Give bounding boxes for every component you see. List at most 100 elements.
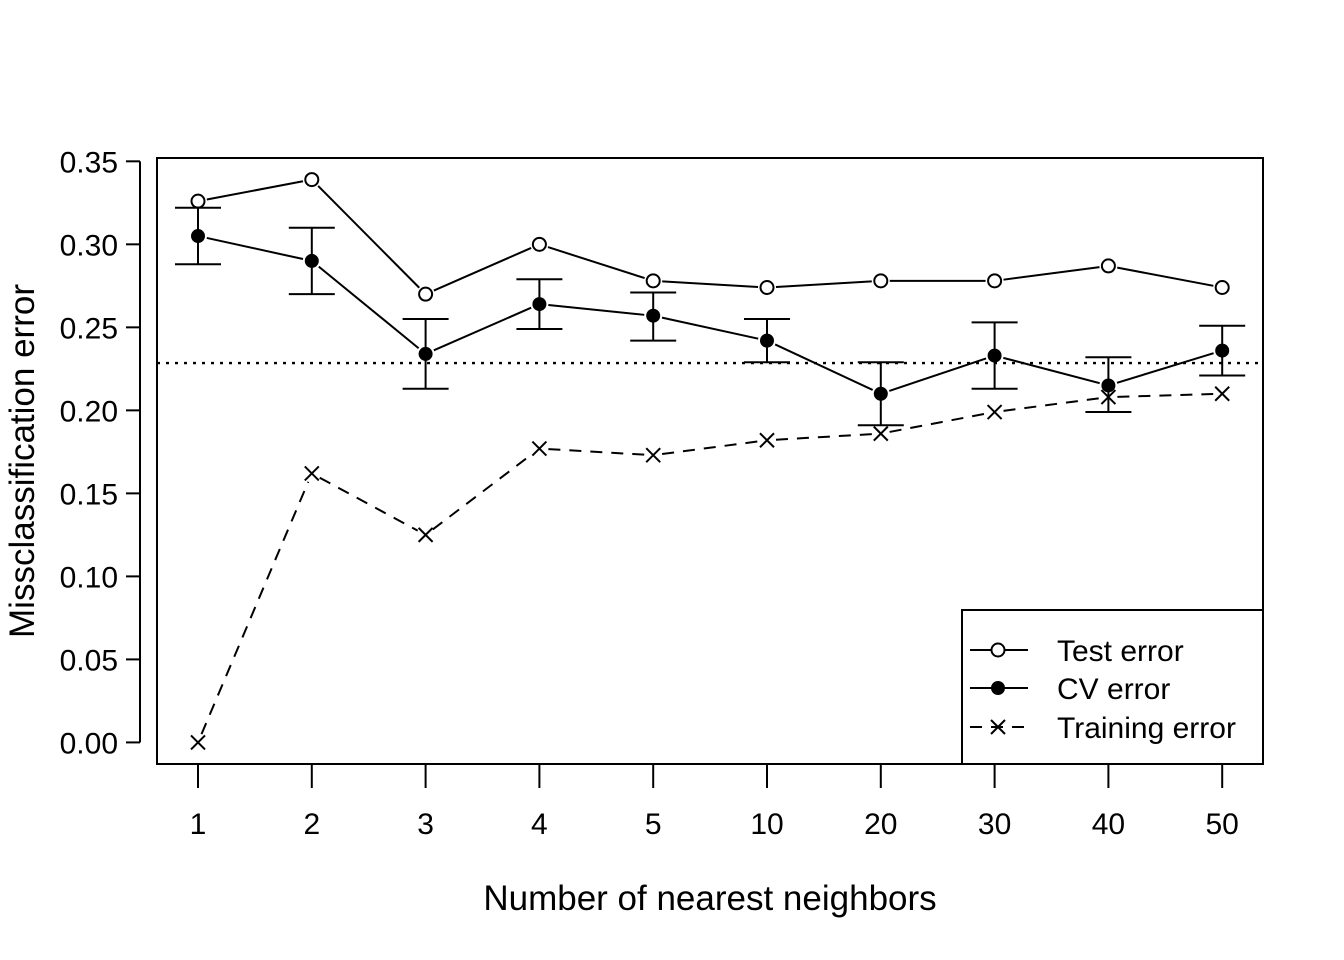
data-point: [1214, 280, 1230, 296]
cross-stroke: [990, 719, 1006, 735]
data-point: [645, 273, 661, 289]
data-point: [191, 229, 205, 244]
x-tick-label: 2: [303, 808, 320, 841]
series-line-segment: [662, 280, 759, 288]
x-tick-label: 20: [864, 808, 897, 841]
series-line-segment: [661, 316, 759, 340]
legend-label: Test error: [1057, 635, 1184, 668]
cross-stroke: [759, 432, 775, 448]
data-point: [304, 253, 319, 268]
series-line-segment: [1116, 352, 1214, 384]
legend-marker: [990, 719, 1006, 735]
y-tick-label: 0.25: [60, 312, 118, 345]
x-axis-label: Number of nearest neighbors: [483, 879, 936, 918]
x-tick-label: 50: [1206, 808, 1239, 841]
data-point: [418, 346, 433, 361]
series-line-segment: [889, 412, 986, 433]
series-line-segment: [775, 280, 872, 288]
x-axis: 1 2 3 4 5 10 20 30 40 50: [190, 763, 1239, 841]
cross-stroke: [190, 734, 206, 751]
x-tick-label: 40: [1092, 808, 1125, 841]
legend-item: Training error: [970, 712, 1236, 745]
data-point: [873, 386, 888, 401]
legend-marker: [990, 642, 1006, 658]
data-point: [987, 273, 1003, 289]
series-training-error: [190, 386, 1230, 751]
data-point: [987, 348, 1002, 363]
x-tick-label: 3: [417, 808, 434, 841]
data-point: [1215, 343, 1230, 358]
y-tick-label: 0.30: [60, 229, 118, 262]
cross-stroke: [1100, 389, 1117, 405]
series-line-segment: [206, 180, 304, 201]
data-point: [417, 527, 434, 543]
series-line-segment: [1003, 266, 1100, 281]
series-test-error: [190, 172, 1230, 302]
data-point: [531, 236, 547, 252]
cross-stroke: [1214, 386, 1230, 402]
data-point: [1100, 389, 1117, 405]
x-tick-label: 4: [531, 808, 548, 841]
series-line-segment: [317, 185, 420, 289]
series-line-segment: [318, 265, 420, 349]
cross-stroke: [417, 527, 434, 543]
series-line-segment: [1117, 393, 1214, 398]
series-line-segment: [775, 433, 872, 441]
data-point: [986, 404, 1003, 420]
series-layer: [175, 172, 1246, 751]
series-cv-error: [175, 206, 1246, 427]
cross-stroke: [531, 440, 548, 457]
data-point: [760, 333, 774, 348]
data-point: [645, 447, 661, 463]
data-point: [646, 308, 661, 323]
y-axis-label: Missclassification error: [3, 284, 42, 638]
series-line-segment: [548, 304, 645, 316]
series-line-segment: [432, 453, 533, 531]
data-point: [531, 440, 548, 457]
data-point: [873, 273, 889, 289]
x-tick-label: 10: [750, 808, 783, 841]
series-line-segment: [206, 236, 304, 260]
y-tick-label: 0.20: [60, 395, 118, 428]
x-tick-label: 1: [190, 808, 207, 841]
y-tick-label: 0.05: [60, 644, 118, 677]
data-point: [190, 193, 206, 209]
data-point: [1214, 386, 1230, 402]
data-point: [759, 432, 775, 448]
legend-item: Test error: [970, 635, 1184, 668]
y-tick-label: 0.15: [60, 478, 118, 511]
x-tick-label: 30: [978, 808, 1011, 841]
data-point: [190, 734, 206, 751]
data-point: [873, 425, 889, 442]
series-line-segment: [319, 476, 419, 532]
legend-item: CV error: [970, 673, 1170, 706]
y-axis: 0.00 0.05 0.10 0.15 0.20 0.25 0.30 0.35: [60, 146, 141, 760]
series-line-segment: [1003, 397, 1100, 412]
data-point: [418, 286, 434, 302]
data-point: [304, 172, 320, 188]
data-point: [532, 297, 547, 312]
series-line-segment: [200, 481, 310, 735]
y-tick-label: 0.35: [60, 146, 118, 179]
data-point: [759, 280, 775, 296]
data-point: [1100, 258, 1116, 274]
legend-marker: [991, 681, 1005, 695]
data-point: [1101, 378, 1116, 393]
y-tick-label: 0.10: [60, 561, 118, 594]
cross-stroke: [645, 447, 661, 463]
y-tick-label: 0.00: [60, 727, 118, 760]
series-line-segment: [433, 306, 532, 352]
x-tick-label: 5: [645, 808, 662, 841]
series-line-segment: [661, 440, 759, 456]
cross-stroke: [873, 425, 889, 442]
legend: Test error CV error Training error: [961, 609, 1264, 765]
legend-label: CV error: [1057, 673, 1170, 706]
series-line-segment: [1117, 266, 1214, 287]
cross-stroke: [986, 404, 1003, 420]
series-line-segment: [1003, 356, 1100, 385]
cross-stroke: [304, 465, 320, 482]
series-line-segment: [548, 448, 645, 456]
series-line-segment: [774, 343, 874, 391]
legend-label: Training error: [1057, 712, 1236, 745]
